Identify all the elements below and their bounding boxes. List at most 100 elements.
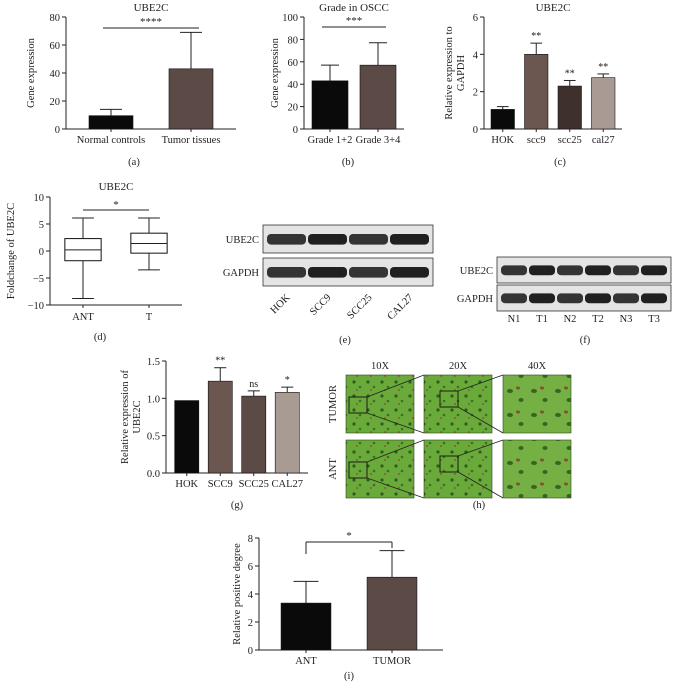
zoom-line	[366, 477, 425, 499]
y-axis-label: Relative expression of	[120, 370, 131, 464]
panel-letter: (i)	[344, 671, 354, 682]
significance-label: *	[346, 530, 352, 542]
y-tick-label: 40	[288, 80, 299, 91]
blot-band	[390, 233, 429, 245]
bar	[490, 109, 515, 130]
y-tick-label: 6	[248, 562, 253, 573]
y-tick-label: −10	[28, 301, 44, 312]
chart-a: 0 20 40 60 80 UBE2C Gene expression Normal cont…	[26, 2, 236, 146]
significance-label: *	[113, 199, 119, 211]
x-tick-label: Normal controls	[77, 135, 146, 146]
y-tick-label: 4	[248, 590, 254, 601]
chart-d: −10 −5 0 5 10 UBE2C Foldchange of UBE2C ANT T *	[6, 181, 182, 323]
y-tick-label: 1.0	[147, 394, 160, 405]
y-tick-label: 20	[288, 103, 299, 114]
bar	[524, 54, 549, 130]
blot-lane-label: SCC25	[345, 292, 374, 321]
blot-band	[557, 293, 583, 304]
blot-band	[349, 266, 388, 278]
y-axis-label: Foldchange of UBE2C	[6, 203, 17, 299]
y-tick-label: 60	[50, 41, 61, 52]
zoom-box	[439, 390, 459, 408]
y-axis-label: Gene expression	[26, 37, 37, 107]
blot-row-label: GAPDH	[223, 268, 260, 279]
micrograph	[345, 374, 415, 434]
y-tick-label: 4	[473, 50, 479, 61]
y-tick-label: −5	[33, 274, 44, 285]
x-tick-label: ANT	[295, 656, 317, 667]
micrograph	[345, 439, 415, 499]
y-tick-label: 0	[473, 125, 478, 136]
chart-b: 0 20 40 60 80 100 Grade in OSCC Gene expression…	[270, 2, 404, 146]
zoom-line	[457, 374, 504, 392]
x-tick-label: CAL27	[272, 479, 304, 490]
data-label: **	[598, 62, 608, 73]
y-tick-label: 0	[39, 247, 44, 258]
blot-lane-label: CAL27	[386, 292, 416, 322]
bar	[241, 395, 267, 474]
western-blot-f: UBE2C GAPDH N1 T1 N2 T2 N3 T3	[457, 256, 672, 325]
bar	[88, 115, 134, 130]
zoom-box	[348, 396, 368, 414]
y-tick-label: 0	[55, 125, 60, 136]
bar	[174, 400, 200, 474]
panel-letter: (b)	[342, 157, 355, 168]
panel-letter: (h)	[473, 500, 486, 511]
y-tick-label: 20	[50, 97, 61, 108]
y-axis-label: Relative positive degree	[232, 543, 243, 645]
blot-band	[267, 233, 306, 245]
blot-band	[308, 266, 347, 278]
chart-title: Grade in OSCC	[319, 2, 389, 14]
x-tick-label: TUMOR	[373, 656, 411, 667]
x-tick-label: SCC9	[208, 479, 233, 490]
magnification-label: 40X	[528, 361, 547, 372]
y-tick-label: 80	[288, 35, 299, 46]
blot-band	[529, 265, 555, 276]
y-axis-label: GAPDH	[456, 54, 467, 91]
zoom-line	[457, 471, 504, 499]
x-tick-label: Grade 1+2	[308, 135, 353, 146]
blot-band	[641, 293, 667, 304]
x-tick-label: Tumor tissues	[162, 135, 221, 146]
blot-band	[390, 266, 429, 278]
blot-band	[641, 265, 667, 276]
y-tick-label: 10	[34, 193, 45, 204]
blot-row-label: UBE2C	[226, 235, 259, 246]
y-tick-label: 5	[39, 220, 44, 231]
zoom-box	[439, 455, 459, 473]
blot-band	[529, 293, 555, 304]
blot-lane-label: SCC9	[308, 292, 334, 318]
blot-row-label: GAPDH	[457, 294, 494, 305]
x-tick-label: cal27	[592, 135, 615, 146]
panel-letter: (e)	[339, 335, 351, 346]
blot-band	[308, 233, 347, 245]
y-tick-label: 80	[50, 13, 61, 24]
x-tick-label: SCC25	[239, 479, 269, 490]
bar	[366, 576, 418, 651]
micrograph	[502, 374, 572, 434]
blot-lane-label: T2	[592, 314, 604, 325]
micrograph	[423, 439, 493, 499]
data-label: **	[531, 31, 541, 42]
blot-band	[501, 265, 527, 276]
blot-band	[613, 265, 639, 276]
bar	[359, 64, 397, 130]
western-blot-e: UBE2C GAPDH HOK SCC9 SCC25 CAL27	[223, 224, 434, 322]
y-tick-label: 0	[248, 646, 253, 657]
blot-band	[349, 233, 388, 245]
blot-row-label: UBE2C	[460, 266, 493, 277]
blot-band	[585, 265, 611, 276]
x-tick-label: T	[146, 312, 153, 323]
blot-lane-label: N1	[508, 314, 521, 325]
bar	[591, 77, 616, 130]
chart-i: 0 2 4 6 8 Relative positive degree ANT TUMOR *	[232, 530, 443, 667]
y-axis-label: Gene expression	[270, 37, 281, 107]
y-tick-label: 6	[473, 13, 478, 24]
chart-c: 0 2 4 6 UBE2C Relative expression to GAPDH HOK s…	[444, 2, 622, 146]
data-label: **	[565, 68, 575, 79]
zoom-line	[366, 374, 425, 398]
x-tick-label: ANT	[72, 312, 94, 323]
y-tick-label: 1.5	[147, 357, 160, 368]
significance-label: ****	[140, 16, 162, 28]
